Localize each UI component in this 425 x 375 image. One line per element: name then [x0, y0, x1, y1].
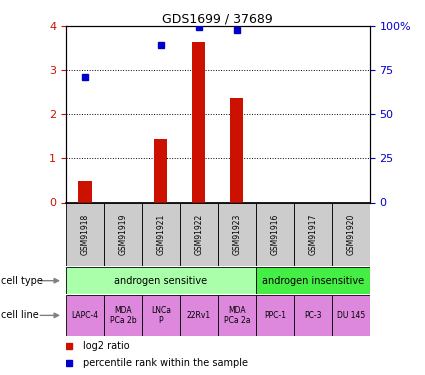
Bar — [104, 202, 142, 266]
Text: cell type: cell type — [1, 276, 43, 286]
Text: LNCa
P: LNCa P — [151, 306, 171, 325]
Bar — [332, 202, 370, 266]
Text: GSM91922: GSM91922 — [194, 214, 203, 255]
Bar — [142, 295, 180, 336]
Bar — [78, 182, 91, 203]
Text: androgen sensitive: androgen sensitive — [114, 276, 207, 286]
Bar — [180, 295, 218, 336]
Text: LAPC-4: LAPC-4 — [71, 311, 99, 320]
Bar — [180, 202, 218, 266]
Text: PC-3: PC-3 — [304, 311, 322, 320]
Text: 22Rv1: 22Rv1 — [187, 311, 211, 320]
Bar — [66, 267, 256, 294]
Bar — [294, 202, 332, 266]
Text: GSM91921: GSM91921 — [156, 214, 165, 255]
Text: MDA
PCa 2a: MDA PCa 2a — [224, 306, 250, 325]
Bar — [218, 202, 256, 266]
Bar — [66, 295, 104, 336]
Text: androgen insensitive: androgen insensitive — [262, 276, 364, 286]
Text: cell line: cell line — [1, 310, 39, 320]
Text: GSM91923: GSM91923 — [232, 214, 241, 255]
Bar — [218, 295, 256, 336]
Text: MDA
PCa 2b: MDA PCa 2b — [110, 306, 136, 325]
Bar — [192, 42, 205, 203]
Text: PPC-1: PPC-1 — [264, 311, 286, 320]
Bar — [294, 295, 332, 336]
Bar — [154, 139, 167, 202]
Text: log2 ratio: log2 ratio — [82, 341, 129, 351]
Title: GDS1699 / 37689: GDS1699 / 37689 — [162, 12, 273, 25]
Bar — [66, 202, 104, 266]
Bar — [256, 202, 294, 266]
Text: GSM91916: GSM91916 — [270, 214, 279, 255]
Bar — [332, 295, 370, 336]
Bar — [230, 98, 244, 202]
Bar — [142, 202, 180, 266]
Text: GSM91918: GSM91918 — [80, 214, 89, 255]
Text: GSM91920: GSM91920 — [346, 214, 355, 255]
Text: GSM91917: GSM91917 — [308, 214, 317, 255]
Text: percentile rank within the sample: percentile rank within the sample — [82, 358, 248, 368]
Bar — [256, 295, 294, 336]
Bar — [104, 295, 142, 336]
Text: GSM91919: GSM91919 — [118, 214, 127, 255]
Text: DU 145: DU 145 — [337, 311, 365, 320]
Bar — [256, 267, 370, 294]
